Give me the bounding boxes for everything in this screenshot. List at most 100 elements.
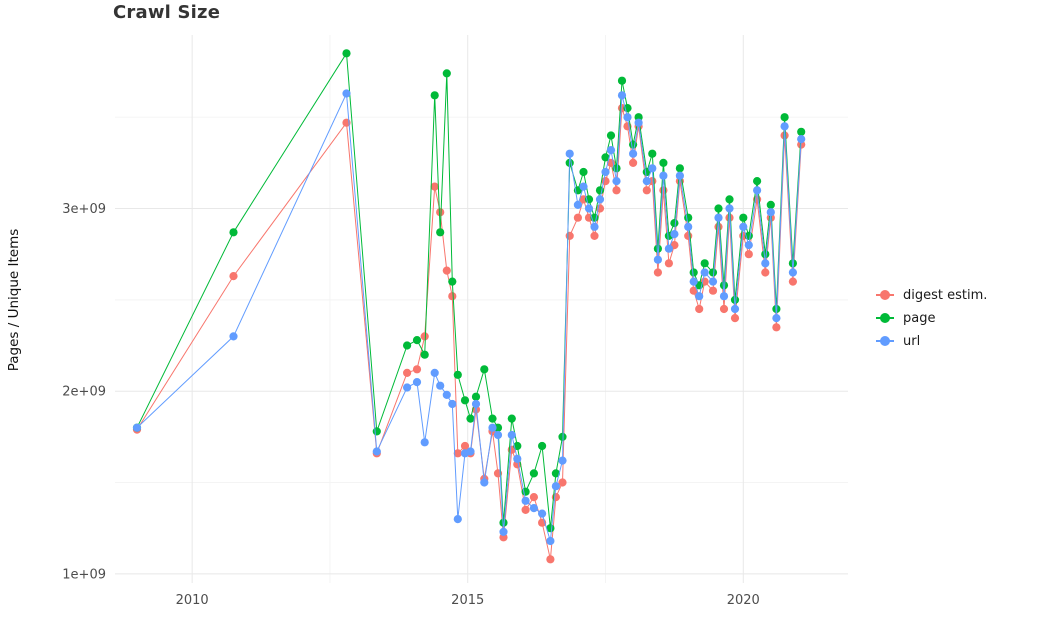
- data-point-digest-estim: [725, 213, 734, 222]
- data-point-url: [689, 277, 698, 286]
- data-point-page: [788, 259, 798, 268]
- data-point-page: [538, 441, 547, 451]
- data-point-url: [730, 304, 740, 314]
- data-point-url: [788, 268, 798, 277]
- data-point-page: [700, 259, 709, 268]
- data-point-url: [573, 200, 583, 209]
- data-point-url: [488, 423, 497, 432]
- data-point-page: [412, 336, 422, 345]
- data-point-url: [499, 527, 508, 537]
- data-point-url: [623, 113, 632, 122]
- data-point-digest-estim: [420, 332, 429, 341]
- data-point-page: [480, 365, 489, 374]
- data-point-page: [653, 244, 663, 253]
- data-point-url: [612, 177, 621, 186]
- data-point-digest-estim: [708, 286, 718, 295]
- data-point-digest-estim: [453, 449, 462, 458]
- data-point-page: [714, 204, 723, 213]
- data-point-page: [442, 69, 451, 78]
- data-point-page: [725, 195, 734, 204]
- data-point-digest-estim: [448, 292, 457, 301]
- legend-dot-icon: [880, 290, 890, 300]
- data-point-digest-estim: [558, 478, 567, 487]
- data-point-page: [606, 131, 616, 140]
- data-point-page: [670, 219, 679, 228]
- data-point-digest-estim: [689, 286, 698, 295]
- data-point-page: [797, 127, 806, 136]
- data-point-url: [617, 91, 627, 100]
- data-point-page: [488, 414, 497, 423]
- data-point-url: [551, 482, 561, 491]
- data-point-page: [546, 524, 555, 533]
- y-tick-label: 3e+09: [62, 202, 106, 217]
- data-point-page: [420, 350, 429, 359]
- data-point-page: [753, 177, 762, 186]
- legend-item-url: url: [876, 332, 987, 350]
- data-point-page: [551, 469, 561, 478]
- data-point-page: [529, 469, 539, 478]
- data-point-digest-estim: [565, 231, 574, 240]
- x-tick-label: 2015: [451, 593, 484, 608]
- chart-title: Crawl Size: [113, 2, 221, 23]
- data-point-url: [546, 536, 555, 546]
- data-point-url: [653, 255, 663, 264]
- x-tick-label: 2020: [727, 593, 760, 608]
- series-line-url: [136, 91, 802, 542]
- data-point-url: [714, 213, 723, 222]
- data-point-page: [453, 370, 462, 379]
- data-point-url: [529, 504, 539, 513]
- data-point-digest-estim: [521, 505, 530, 514]
- data-point-page: [403, 341, 412, 350]
- data-point-page: [629, 140, 638, 149]
- data-point-url: [513, 454, 522, 463]
- data-point-url: [797, 135, 806, 144]
- data-point-page: [436, 228, 445, 237]
- data-point-url: [684, 222, 693, 231]
- legend-dot-icon: [880, 336, 890, 346]
- data-point-page: [507, 414, 516, 423]
- data-point-page: [617, 76, 627, 85]
- data-point-url: [648, 164, 657, 173]
- data-point-url: [670, 230, 679, 239]
- data-point-page: [229, 228, 238, 237]
- data-point-digest-estim: [573, 213, 583, 222]
- data-point-url: [595, 195, 605, 204]
- series-line-digest-estim: [136, 107, 802, 560]
- data-point-digest-estim: [642, 186, 651, 195]
- data-point-digest-estim: [412, 365, 422, 374]
- data-point-page: [739, 213, 748, 222]
- data-point-url: [642, 177, 651, 186]
- data-point-page: [466, 414, 475, 423]
- data-point-page: [719, 281, 729, 290]
- data-point-page: [689, 268, 698, 277]
- legend-dot-icon: [880, 313, 890, 323]
- data-point-url: [229, 332, 238, 341]
- data-point-url: [412, 378, 422, 387]
- data-point-digest-estim: [788, 277, 798, 286]
- data-point-url: [780, 122, 789, 131]
- data-point-url: [753, 186, 762, 195]
- data-point-url: [634, 118, 643, 127]
- legend-item-digest-estim: digest estim.: [876, 286, 987, 304]
- data-point-url: [453, 515, 462, 524]
- legend-key-url: [876, 332, 894, 350]
- data-point-url: [442, 390, 451, 399]
- data-point-url: [629, 149, 638, 158]
- data-point-url: [606, 146, 616, 155]
- data-point-page: [648, 149, 657, 158]
- data-point-page: [372, 427, 381, 436]
- data-point-url: [695, 292, 704, 301]
- data-point-digest-estim: [430, 182, 439, 191]
- data-point-url: [558, 456, 567, 465]
- data-point-url: [507, 430, 516, 440]
- data-point-digest-estim: [529, 493, 539, 502]
- data-point-url: [521, 496, 530, 505]
- data-point-digest-estim: [719, 304, 729, 314]
- data-point-url: [719, 292, 729, 301]
- data-point-page: [471, 392, 481, 401]
- data-point-digest-estim: [684, 231, 693, 240]
- data-point-url: [480, 478, 489, 487]
- data-point-page: [460, 396, 470, 405]
- data-point-page: [766, 200, 775, 209]
